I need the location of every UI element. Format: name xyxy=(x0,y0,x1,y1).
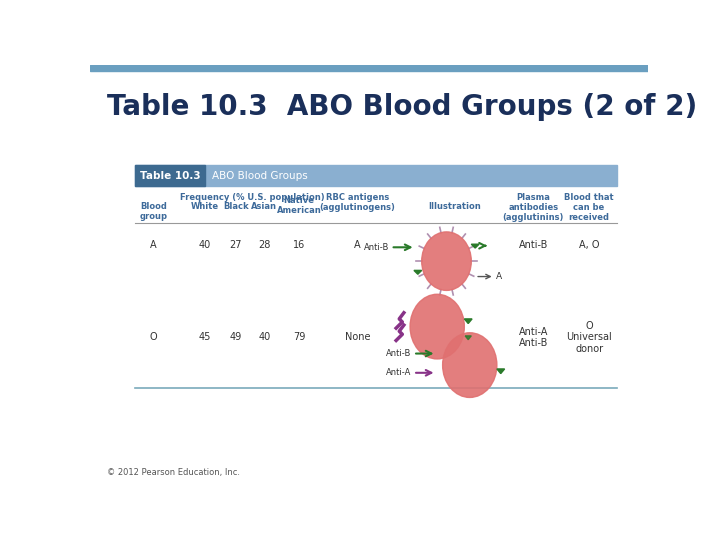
Text: Anti-B: Anti-B xyxy=(386,349,412,358)
FancyArrow shape xyxy=(465,336,472,340)
Text: 27: 27 xyxy=(230,240,242,250)
FancyArrow shape xyxy=(464,319,472,323)
Text: None: None xyxy=(345,333,370,342)
Bar xyxy=(90,65,648,71)
Text: A: A xyxy=(354,240,361,250)
Text: Anti-B: Anti-B xyxy=(364,243,389,252)
Text: 45: 45 xyxy=(199,333,211,342)
Text: ABO Blood Groups: ABO Blood Groups xyxy=(212,171,308,181)
Text: 40: 40 xyxy=(258,333,271,342)
Text: Anti-A
Anti-B: Anti-A Anti-B xyxy=(518,327,548,348)
Text: 40: 40 xyxy=(199,240,211,250)
Ellipse shape xyxy=(422,232,472,291)
Text: Blood that
can be
received: Blood that can be received xyxy=(564,193,614,222)
Text: 49: 49 xyxy=(230,333,242,342)
Text: O: O xyxy=(150,333,158,342)
Text: Plasma
antibodies
(agglutinins): Plasma antibodies (agglutinins) xyxy=(503,193,564,222)
FancyArrow shape xyxy=(497,369,505,374)
Bar xyxy=(135,165,617,186)
Text: O
Universal
donor: O Universal donor xyxy=(566,321,612,354)
Text: Frequency (% U.S. population): Frequency (% U.S. population) xyxy=(180,193,324,201)
Text: Illustration: Illustration xyxy=(428,202,481,211)
Text: Anti-B: Anti-B xyxy=(518,240,548,250)
Bar xyxy=(135,165,204,186)
Text: White: White xyxy=(191,202,219,211)
Text: 79: 79 xyxy=(293,333,305,342)
Ellipse shape xyxy=(410,294,464,359)
Text: Anti-A: Anti-A xyxy=(386,368,412,377)
Text: 16: 16 xyxy=(293,240,305,250)
Text: Native
American: Native American xyxy=(277,195,322,215)
Text: Asian: Asian xyxy=(251,202,277,211)
Text: A: A xyxy=(496,272,503,281)
Text: A: A xyxy=(150,240,157,250)
Text: Blood
group: Blood group xyxy=(140,202,168,221)
Text: © 2012 Pearson Education, Inc.: © 2012 Pearson Education, Inc. xyxy=(107,468,240,477)
Text: Table 10.3  ABO Blood Groups (2 of 2): Table 10.3 ABO Blood Groups (2 of 2) xyxy=(107,93,697,121)
FancyArrow shape xyxy=(472,244,479,248)
Text: Black: Black xyxy=(223,202,248,211)
Text: RBC antigens
(agglutinogens): RBC antigens (agglutinogens) xyxy=(320,193,395,212)
Ellipse shape xyxy=(443,333,497,397)
FancyArrow shape xyxy=(414,271,422,274)
Text: A, O: A, O xyxy=(579,240,599,250)
Text: 28: 28 xyxy=(258,240,271,250)
Text: Table 10.3: Table 10.3 xyxy=(140,171,200,181)
